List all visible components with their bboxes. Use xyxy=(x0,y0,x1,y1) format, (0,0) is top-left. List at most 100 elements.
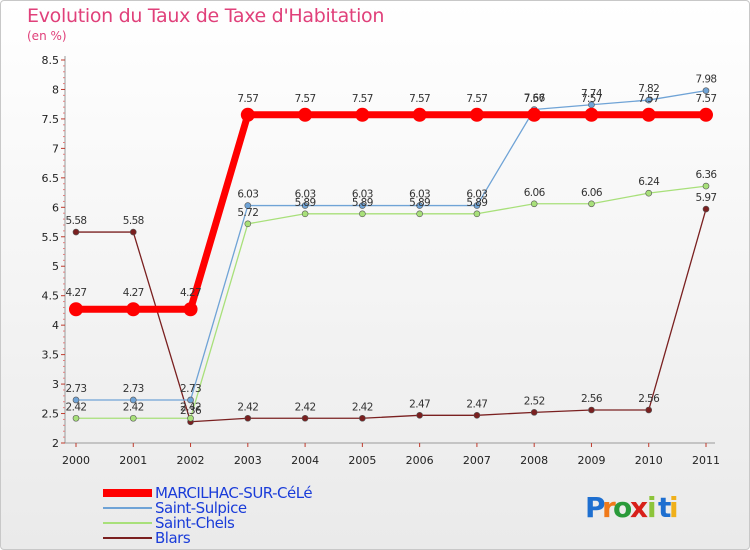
data-point xyxy=(359,202,366,209)
data-point xyxy=(588,200,595,208)
data-label: 6.03 xyxy=(295,189,316,201)
data-label: 7.57 xyxy=(409,93,430,105)
data-label: 2.47 xyxy=(409,398,430,410)
data-label: 7.57 xyxy=(466,93,487,105)
data-point xyxy=(699,107,713,122)
data-point xyxy=(301,210,309,218)
data-label: 7.57 xyxy=(696,93,717,105)
data-point xyxy=(69,302,83,317)
data-point xyxy=(527,107,542,122)
data-label: 2.36 xyxy=(180,405,202,417)
data-point xyxy=(240,107,255,122)
y-tick-label: 3 xyxy=(52,378,59,391)
y-tick-label: 3.5 xyxy=(42,349,60,362)
data-point xyxy=(126,302,141,317)
data-point xyxy=(412,107,427,122)
data-label: 2.42 xyxy=(180,401,201,413)
data-label: 7.57 xyxy=(524,93,545,105)
data-point xyxy=(416,202,423,209)
data-label: 7.82 xyxy=(638,83,659,95)
y-tick-label: 7 xyxy=(52,142,59,155)
data-label: 2.42 xyxy=(66,401,87,413)
y-tick-label: 5.5 xyxy=(42,231,60,244)
data-label: 7.66 xyxy=(524,92,546,104)
data-label: 7.57 xyxy=(295,93,316,105)
data-point xyxy=(641,107,656,122)
data-point xyxy=(702,182,710,190)
data-point xyxy=(72,396,80,404)
data-label: 5.58 xyxy=(123,215,144,227)
data-label: 2.42 xyxy=(237,401,258,413)
data-point xyxy=(244,220,252,228)
data-point xyxy=(187,396,194,404)
x-tick-label: 2006 xyxy=(406,454,434,467)
y-tick-label: 5 xyxy=(52,260,59,273)
logo-letter: i xyxy=(647,491,657,524)
logo-letter: i xyxy=(669,491,679,524)
y-tick-label: 6.5 xyxy=(42,172,60,185)
legend-label: Saint-Sulpice xyxy=(155,499,247,517)
data-label: 5.97 xyxy=(696,192,717,204)
series-line-1 xyxy=(76,89,707,401)
data-label: 7.57 xyxy=(352,93,373,105)
data-point xyxy=(355,107,370,122)
data-point xyxy=(416,412,423,419)
logo-letter: o xyxy=(613,491,632,524)
data-label: 2.56 xyxy=(638,393,660,405)
x-tick-label: 2004 xyxy=(291,454,319,467)
data-point xyxy=(416,210,423,218)
y-tick-label: 2 xyxy=(52,437,59,450)
data-point xyxy=(473,202,481,209)
data-point xyxy=(530,200,538,208)
series-line-3 xyxy=(76,208,707,423)
data-point xyxy=(469,107,484,122)
data-point xyxy=(702,205,710,213)
x-tick-label: 2009 xyxy=(577,454,605,467)
logo-letter: x xyxy=(630,491,648,524)
y-tick-label: 7.5 xyxy=(42,113,60,126)
x-tick-label: 2000 xyxy=(62,454,90,467)
data-label: 7.98 xyxy=(696,74,717,86)
data-point xyxy=(473,412,481,419)
data-label: 6.24 xyxy=(638,176,660,188)
x-tick-label: 2005 xyxy=(348,454,376,467)
x-tick-label: 2010 xyxy=(635,454,663,467)
legend-label: Saint-Chels xyxy=(155,514,235,532)
data-label: 7.57 xyxy=(638,93,659,105)
data-point xyxy=(298,107,313,122)
data-point xyxy=(359,414,366,422)
data-point xyxy=(244,202,252,209)
data-point xyxy=(645,96,653,104)
data-label: 6.06 xyxy=(581,187,603,199)
data-label: 2.52 xyxy=(524,395,545,407)
data-label: 6.03 xyxy=(409,189,430,201)
chart-title: Evolution du Taux de Taxe d'Habitation xyxy=(27,5,385,27)
data-point xyxy=(129,414,137,422)
data-label: 2.47 xyxy=(466,398,487,410)
data-point xyxy=(702,87,710,94)
legend-label: Blars xyxy=(155,529,191,547)
data-point xyxy=(584,107,599,122)
data-point xyxy=(301,414,309,422)
x-tick-label: 2001 xyxy=(119,454,147,467)
data-label: 2.42 xyxy=(123,401,144,413)
y-tick-label: 2.5 xyxy=(42,408,60,421)
data-label: 2.42 xyxy=(352,401,373,413)
y-tick-label: 8.5 xyxy=(42,54,60,67)
logo-letter: r xyxy=(602,491,616,524)
data-label: 4.27 xyxy=(66,287,87,299)
data-point xyxy=(645,189,653,197)
data-label: 6.03 xyxy=(352,189,373,201)
data-point xyxy=(530,409,538,416)
data-label: 7.57 xyxy=(237,93,258,105)
series-line-2 xyxy=(76,185,707,419)
data-label: 2.42 xyxy=(295,401,316,413)
data-label: 6.06 xyxy=(524,187,546,199)
data-label: 5.58 xyxy=(66,215,87,227)
y-axis-unit: (en %) xyxy=(27,29,67,43)
y-tick-label: 4 xyxy=(52,319,59,332)
data-label: 6.36 xyxy=(696,169,718,181)
data-point xyxy=(359,210,366,218)
